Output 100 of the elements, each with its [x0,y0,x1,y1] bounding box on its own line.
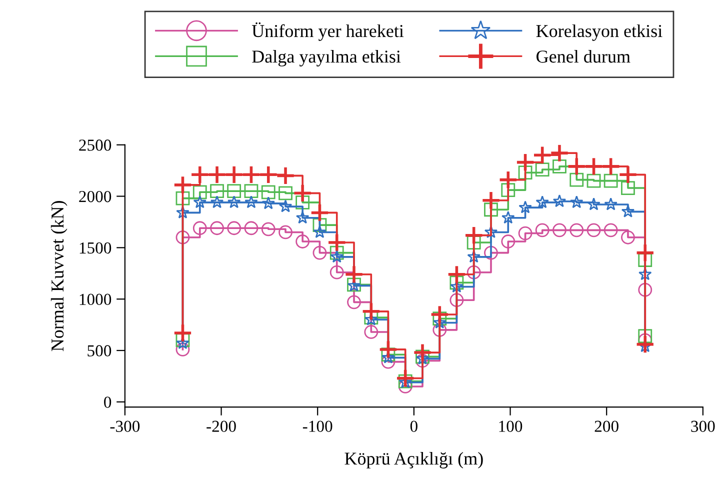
point [347,295,361,310]
point [396,368,416,388]
point [536,195,549,208]
x-tick-label: 0 [410,420,418,432]
point [176,342,190,356]
point [276,166,296,186]
point [501,183,516,198]
legend-label: Üniform yer hareketi [252,22,404,41]
point [296,210,310,224]
point [586,223,601,238]
point [310,202,330,222]
point [313,225,326,238]
point [227,184,242,198]
point [330,250,344,263]
point [430,304,450,324]
point [532,145,552,165]
point [344,264,364,284]
x-tick-label: -300 [110,420,140,432]
point [601,156,621,176]
point [516,152,536,172]
point [261,185,276,200]
point [176,230,190,244]
point [173,323,192,343]
point [192,221,207,236]
point [570,172,584,187]
x-tick-label: 100 [499,420,522,432]
point [552,223,566,238]
point [210,221,224,236]
point [381,354,396,369]
point [173,175,192,195]
point [621,230,635,244]
point [550,144,570,163]
point [381,348,396,362]
point [570,223,584,238]
point [498,170,518,190]
point [412,342,432,362]
point [638,329,652,344]
point [244,195,258,208]
point [586,174,601,188]
point [378,340,398,360]
point [535,223,550,238]
point [466,236,481,250]
point [618,164,638,184]
point [566,156,586,176]
point [621,181,635,195]
point [570,195,584,208]
point [327,232,347,252]
y-tick-label: 0 [104,396,112,408]
point [552,194,566,208]
point [192,185,207,200]
y-tick-label: 2000 [79,190,112,202]
point [501,234,516,248]
point [242,164,261,184]
point [176,191,190,206]
point [207,164,227,184]
point [481,190,501,210]
point [450,276,464,290]
point [638,253,652,267]
point [584,156,604,176]
y-tick-label: 500 [88,345,112,356]
point [330,265,344,280]
point [604,223,618,238]
point [312,218,327,232]
legend-label: Genel durum [536,50,630,63]
point [193,195,207,208]
point [604,198,618,210]
point [278,186,292,200]
point [432,312,447,326]
point [635,243,655,263]
point [446,264,466,284]
point [296,234,310,248]
point [361,302,381,322]
y-tick-label: 1500 [80,242,112,254]
point [518,226,532,240]
point [467,250,480,263]
point [621,204,635,218]
point [261,222,276,236]
point [484,246,498,260]
point [502,210,515,224]
x-tick-label: -100 [302,420,332,432]
point [464,226,484,246]
point [190,164,210,184]
point [262,196,276,210]
point [635,334,655,354]
point [176,206,190,218]
y-tick-label: 2500 [79,140,112,151]
point [278,225,292,240]
x-tick-label: -200 [206,420,236,432]
point [518,166,532,180]
point [292,183,312,203]
point [210,195,224,208]
point [466,265,481,280]
point [227,221,242,236]
x-tick-label: 300 [691,420,715,432]
point [638,267,652,280]
point [484,202,498,217]
point [450,293,464,308]
point [364,325,378,339]
point [604,174,618,188]
point [484,225,498,238]
